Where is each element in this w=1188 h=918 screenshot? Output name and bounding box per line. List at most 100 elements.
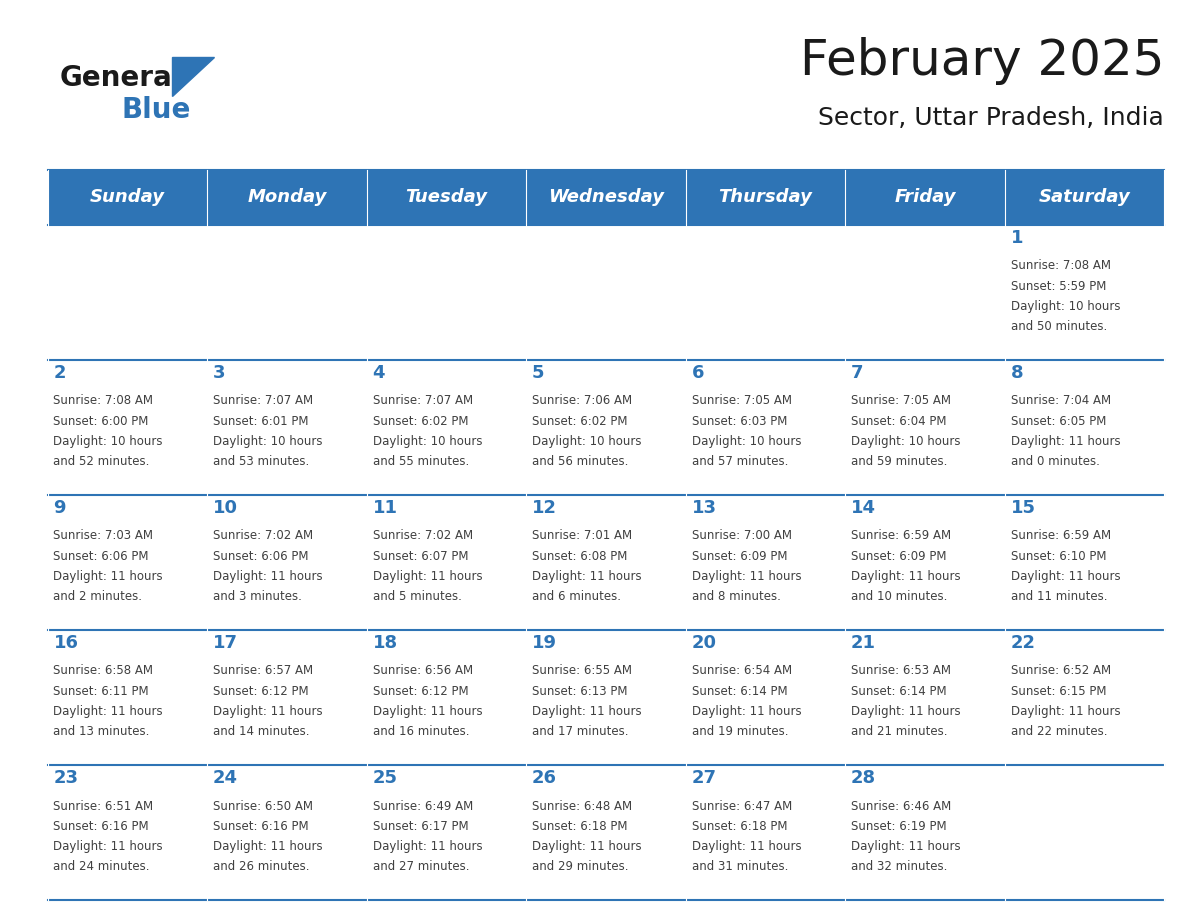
Text: 28: 28 <box>851 769 877 788</box>
Text: Saturday: Saturday <box>1038 188 1130 207</box>
Text: Sunset: 6:06 PM: Sunset: 6:06 PM <box>213 550 309 563</box>
FancyBboxPatch shape <box>845 170 1005 225</box>
Text: 20: 20 <box>691 634 716 652</box>
FancyBboxPatch shape <box>845 360 1005 495</box>
Text: Sunrise: 6:48 AM: Sunrise: 6:48 AM <box>532 800 632 812</box>
FancyBboxPatch shape <box>685 225 845 360</box>
Text: Wednesday: Wednesday <box>548 188 664 207</box>
Text: Sunset: 6:10 PM: Sunset: 6:10 PM <box>1011 550 1106 563</box>
Text: Blue: Blue <box>121 95 190 124</box>
FancyBboxPatch shape <box>48 170 207 225</box>
Text: Sunrise: 7:07 AM: Sunrise: 7:07 AM <box>373 395 473 408</box>
Text: Daylight: 11 hours: Daylight: 11 hours <box>373 840 482 853</box>
Text: 2: 2 <box>53 364 67 382</box>
Text: Sunset: 6:17 PM: Sunset: 6:17 PM <box>373 820 468 833</box>
FancyBboxPatch shape <box>526 170 685 225</box>
FancyBboxPatch shape <box>1005 360 1164 495</box>
Text: 27: 27 <box>691 769 716 788</box>
Text: Sunset: 6:00 PM: Sunset: 6:00 PM <box>53 415 148 428</box>
Text: Sunrise: 7:08 AM: Sunrise: 7:08 AM <box>1011 260 1111 273</box>
Text: and 57 minutes.: and 57 minutes. <box>691 455 788 468</box>
Text: Daylight: 11 hours: Daylight: 11 hours <box>213 840 323 853</box>
Text: Daylight: 10 hours: Daylight: 10 hours <box>1011 300 1120 313</box>
Text: and 59 minutes.: and 59 minutes. <box>851 455 948 468</box>
Text: Daylight: 10 hours: Daylight: 10 hours <box>213 435 322 448</box>
FancyBboxPatch shape <box>367 495 526 630</box>
Text: Sunset: 6:09 PM: Sunset: 6:09 PM <box>691 550 788 563</box>
FancyBboxPatch shape <box>1005 495 1164 630</box>
Text: Daylight: 11 hours: Daylight: 11 hours <box>532 705 642 718</box>
Text: 18: 18 <box>373 634 398 652</box>
Text: Daylight: 11 hours: Daylight: 11 hours <box>1011 570 1120 583</box>
Text: 7: 7 <box>851 364 864 382</box>
Text: Sunrise: 7:01 AM: Sunrise: 7:01 AM <box>532 530 632 543</box>
FancyBboxPatch shape <box>207 495 367 630</box>
FancyBboxPatch shape <box>526 765 685 900</box>
Text: Daylight: 11 hours: Daylight: 11 hours <box>851 705 961 718</box>
Text: and 50 minutes.: and 50 minutes. <box>1011 320 1107 333</box>
Text: Sunset: 5:59 PM: Sunset: 5:59 PM <box>1011 280 1106 293</box>
Text: Daylight: 10 hours: Daylight: 10 hours <box>53 435 163 448</box>
Text: Daylight: 10 hours: Daylight: 10 hours <box>532 435 642 448</box>
Text: Thursday: Thursday <box>719 188 813 207</box>
Text: and 17 minutes.: and 17 minutes. <box>532 725 628 738</box>
Text: and 27 minutes.: and 27 minutes. <box>373 860 469 873</box>
Text: Sunrise: 7:04 AM: Sunrise: 7:04 AM <box>1011 395 1111 408</box>
Text: 6: 6 <box>691 364 704 382</box>
Text: Daylight: 11 hours: Daylight: 11 hours <box>373 705 482 718</box>
Text: and 10 minutes.: and 10 minutes. <box>851 590 948 603</box>
Text: and 8 minutes.: and 8 minutes. <box>691 590 781 603</box>
Text: Daylight: 11 hours: Daylight: 11 hours <box>373 570 482 583</box>
Text: Sunset: 6:16 PM: Sunset: 6:16 PM <box>53 820 148 833</box>
Text: 19: 19 <box>532 634 557 652</box>
Text: Sector, Uttar Pradesh, India: Sector, Uttar Pradesh, India <box>819 106 1164 129</box>
Text: Sunrise: 6:59 AM: Sunrise: 6:59 AM <box>1011 530 1111 543</box>
Text: Daylight: 11 hours: Daylight: 11 hours <box>691 570 801 583</box>
Text: Sunset: 6:13 PM: Sunset: 6:13 PM <box>532 685 627 698</box>
Text: Sunset: 6:08 PM: Sunset: 6:08 PM <box>532 550 627 563</box>
FancyBboxPatch shape <box>207 765 367 900</box>
Text: 24: 24 <box>213 769 238 788</box>
Text: 14: 14 <box>851 499 876 517</box>
FancyBboxPatch shape <box>845 765 1005 900</box>
Text: Sunday: Sunday <box>90 188 165 207</box>
Text: Daylight: 11 hours: Daylight: 11 hours <box>53 840 163 853</box>
Text: and 53 minutes.: and 53 minutes. <box>213 455 309 468</box>
FancyBboxPatch shape <box>685 765 845 900</box>
Text: Sunrise: 7:02 AM: Sunrise: 7:02 AM <box>213 530 314 543</box>
Text: and 29 minutes.: and 29 minutes. <box>532 860 628 873</box>
Text: and 55 minutes.: and 55 minutes. <box>373 455 469 468</box>
FancyBboxPatch shape <box>207 225 367 360</box>
Text: and 52 minutes.: and 52 minutes. <box>53 455 150 468</box>
FancyBboxPatch shape <box>1005 225 1164 360</box>
Text: 1: 1 <box>1011 230 1023 247</box>
Text: Daylight: 11 hours: Daylight: 11 hours <box>691 705 801 718</box>
FancyBboxPatch shape <box>48 630 207 765</box>
Text: Sunrise: 7:02 AM: Sunrise: 7:02 AM <box>373 530 473 543</box>
Text: Sunset: 6:18 PM: Sunset: 6:18 PM <box>691 820 788 833</box>
Text: and 2 minutes.: and 2 minutes. <box>53 590 143 603</box>
Text: Sunrise: 6:49 AM: Sunrise: 6:49 AM <box>373 800 473 812</box>
Text: and 31 minutes.: and 31 minutes. <box>691 860 788 873</box>
Text: and 6 minutes.: and 6 minutes. <box>532 590 621 603</box>
Text: and 5 minutes.: and 5 minutes. <box>373 590 461 603</box>
FancyBboxPatch shape <box>1005 170 1164 225</box>
Text: Sunset: 6:04 PM: Sunset: 6:04 PM <box>851 415 947 428</box>
Text: Daylight: 11 hours: Daylight: 11 hours <box>1011 705 1120 718</box>
FancyBboxPatch shape <box>367 360 526 495</box>
FancyBboxPatch shape <box>48 225 207 360</box>
FancyBboxPatch shape <box>48 360 207 495</box>
Text: and 26 minutes.: and 26 minutes. <box>213 860 310 873</box>
Text: Sunrise: 7:05 AM: Sunrise: 7:05 AM <box>851 395 952 408</box>
FancyBboxPatch shape <box>1005 765 1164 900</box>
FancyBboxPatch shape <box>1005 630 1164 765</box>
Text: 16: 16 <box>53 634 78 652</box>
Text: 4: 4 <box>373 364 385 382</box>
FancyBboxPatch shape <box>526 630 685 765</box>
Text: Sunrise: 6:53 AM: Sunrise: 6:53 AM <box>851 665 952 677</box>
FancyBboxPatch shape <box>685 630 845 765</box>
Text: 13: 13 <box>691 499 716 517</box>
FancyBboxPatch shape <box>48 495 207 630</box>
Text: Sunset: 6:07 PM: Sunset: 6:07 PM <box>373 550 468 563</box>
Text: Daylight: 11 hours: Daylight: 11 hours <box>532 840 642 853</box>
